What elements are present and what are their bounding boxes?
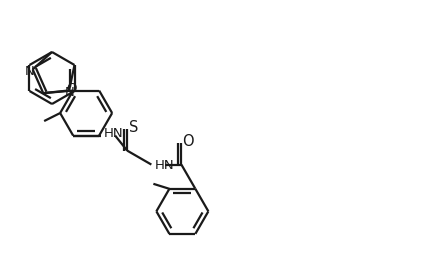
Text: HN: HN xyxy=(154,159,174,172)
Text: N: N xyxy=(65,86,74,99)
Text: N: N xyxy=(25,65,35,78)
Text: S: S xyxy=(129,120,139,135)
Text: O: O xyxy=(183,134,194,149)
Text: O: O xyxy=(66,82,77,95)
Text: HN: HN xyxy=(104,127,124,140)
